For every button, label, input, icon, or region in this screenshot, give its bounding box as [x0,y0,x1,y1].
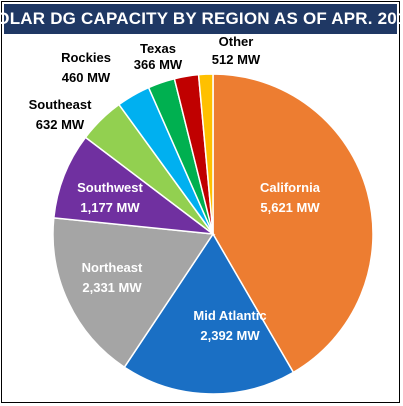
slice-label-northeast: Northeast [82,260,143,275]
slice-value-southwest: 1,177 MW [80,200,140,215]
slice-label-other: Other [219,34,254,49]
slice-value-other: 512 MW [212,52,261,67]
slice-label-southwest: Southwest [77,180,143,195]
chart-title: SOLAR DG CAPACITY BY REGION AS OF APR. 2… [0,9,403,28]
title-bar: SOLAR DG CAPACITY BY REGION AS OF APR. 2… [0,4,403,34]
slice-label-mid-atlantic: Mid Atlantic [193,308,266,323]
slice-label-texas: Texas [140,41,176,56]
slice-value-northeast: 2,331 MW [82,280,142,295]
slice-value-california: 5,621 MW [260,200,320,215]
pie-slice-mid-atlantic [123,232,295,395]
slice-value-texas: 366 MW [134,57,183,72]
slice-label-rockies: Rockies [61,50,111,65]
slice-value-southeast: 632 MW [36,117,85,132]
slice-label-california: California [260,180,321,195]
slice-label-southeast: Southeast [29,97,93,112]
slice-value-rockies: 460 MW [62,70,111,85]
pie-slice-california [212,73,374,374]
pie-slice-northeast [52,217,215,369]
pie-slice-other [197,73,214,235]
pie-slice-southwest [52,136,216,236]
slice-value-mid-atlantic: 2,392 MW [200,328,260,343]
